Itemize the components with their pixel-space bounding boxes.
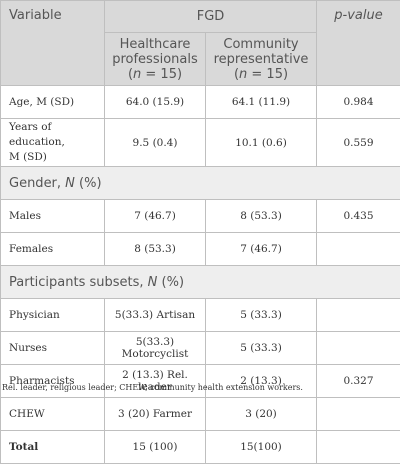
row-label: Males xyxy=(1,200,105,233)
table-row: Pharmacists 2 (13.3) Rel. leader 2 (13.3… xyxy=(1,365,400,398)
row-label: Females xyxy=(1,233,105,266)
table-footnote: Rel. leader, religious leader; CHEW, com… xyxy=(2,383,400,392)
cell-hp: 2 (13.3) Rel. leader xyxy=(105,365,206,398)
cell-hp: 3 (20) Farmer xyxy=(105,398,206,431)
row-label: Pharmacists xyxy=(1,365,105,398)
table-row: Physician 5(33.3) Artisan 5 (33.3) xyxy=(1,299,400,332)
table-row: CHEW 3 (20) Farmer 3 (20) xyxy=(1,398,400,431)
table-row: Age, M (SD) 64.0 (15.9) 64.1 (11.9) 0.98… xyxy=(1,86,400,119)
header-healthcare-professionals: Healthcare professionals (n = 15) xyxy=(105,33,206,86)
row-label: Physician xyxy=(1,299,105,332)
cell-cr: 7 (46.7) xyxy=(206,233,317,266)
cell-cr: 2 (13.3) xyxy=(206,365,317,398)
header-pvalue: p-value xyxy=(317,1,400,86)
section-gender: Gender, N (%) xyxy=(1,167,400,200)
table-row: Nurses 5(33.3) Motorcyclist 5 (33.3) xyxy=(1,332,400,365)
row-label: CHEW xyxy=(1,398,105,431)
cell-pvalue xyxy=(317,233,400,266)
header-community-representative: Community representative (n = 15) xyxy=(206,33,317,86)
cell-hp: 8 (53.3) xyxy=(105,233,206,266)
table-row: Years of education, M (SD) 9.5 (0.4) 10.… xyxy=(1,119,400,167)
cell-cr: 5 (33.3) xyxy=(206,332,317,365)
cell-cr: 8 (53.3) xyxy=(206,200,317,233)
cell-cr: 5 (33.3) xyxy=(206,299,317,332)
cell-pvalue: 0.327 xyxy=(317,365,400,398)
table-row-total: Total 15 (100) 15(100) xyxy=(1,431,400,464)
cell-pvalue: 0.559 xyxy=(317,119,400,167)
cell-pvalue: 0.435 xyxy=(317,200,400,233)
section-title: Participants subsets, N (%) xyxy=(1,266,400,299)
cell-hp: 9.5 (0.4) xyxy=(105,119,206,167)
row-label: Years of education, M (SD) xyxy=(1,119,105,167)
cell-hp: 5(33.3) Motorcyclist xyxy=(105,332,206,365)
cell-pvalue xyxy=(317,332,400,365)
section-participants-subsets: Participants subsets, N (%) xyxy=(1,266,400,299)
cell-pvalue xyxy=(317,299,400,332)
cell-cr: 10.1 (0.6) xyxy=(206,119,317,167)
header-fgd: FGD xyxy=(105,1,317,33)
section-title: Gender, N (%) xyxy=(1,167,400,200)
header-variable: Variable xyxy=(1,1,105,86)
cell-pvalue xyxy=(317,431,400,464)
row-label: Nurses xyxy=(1,332,105,365)
cell-cr: 3 (20) xyxy=(206,398,317,431)
cell-pvalue xyxy=(317,398,400,431)
row-label: Total xyxy=(1,431,105,464)
cell-hp: 64.0 (15.9) xyxy=(105,86,206,119)
cell-cr: 15(100) xyxy=(206,431,317,464)
cell-hp: 7 (46.7) xyxy=(105,200,206,233)
cell-pvalue: 0.984 xyxy=(317,86,400,119)
table-row: Males 7 (46.7) 8 (53.3) 0.435 xyxy=(1,200,400,233)
cell-cr: 64.1 (11.9) xyxy=(206,86,317,119)
cell-hp: 15 (100) xyxy=(105,431,206,464)
table-row: Females 8 (53.3) 7 (46.7) xyxy=(1,233,400,266)
row-label: Age, M (SD) xyxy=(1,86,105,119)
cell-hp: 5(33.3) Artisan xyxy=(105,299,206,332)
